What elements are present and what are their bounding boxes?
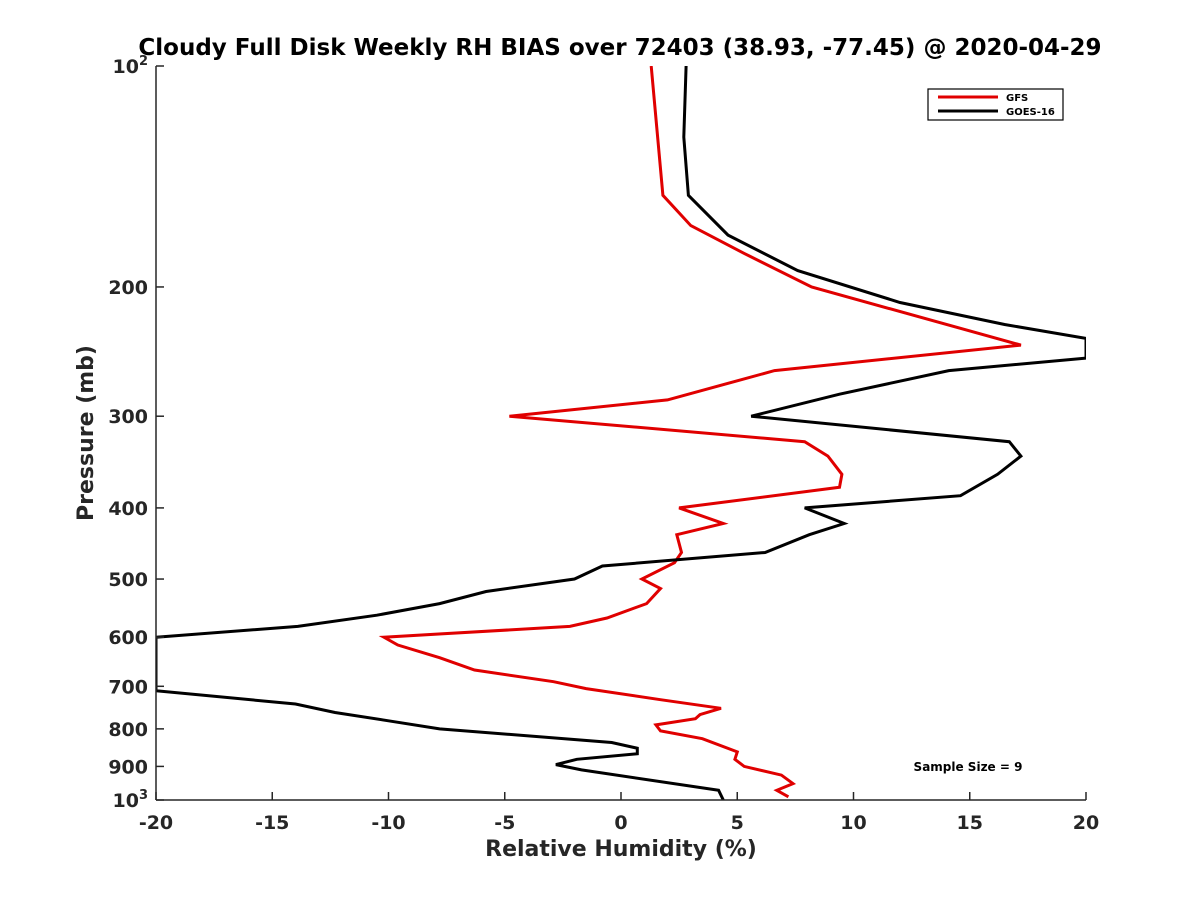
legend: GFS GOES-16 [927, 88, 1064, 121]
x-tick-label: 15 [957, 812, 983, 834]
y-tick-label: 600 [108, 627, 148, 649]
legend-box [927, 88, 1064, 121]
y-tick-label: 700 [108, 676, 148, 698]
x-tick-label: -15 [255, 812, 289, 834]
y-tick-label: 900 [108, 756, 148, 778]
y-tick-label: 200 [108, 277, 148, 299]
x-tick-label: 20 [1073, 812, 1099, 834]
x-tick-label: 10 [840, 812, 866, 834]
y-tick-label: 500 [108, 569, 148, 591]
x-tick-label: -20 [139, 812, 173, 834]
legend-label-gfs: GFS [1006, 93, 1028, 104]
y-tick-label: 300 [108, 406, 148, 428]
x-axis-label: Relative Humidity (%) [485, 837, 757, 862]
x-axis-ticks: -20 -15 -10 -5 0 5 10 15 20 [139, 792, 1099, 834]
x-tick-label: 0 [614, 812, 627, 834]
x-tick-label: -5 [494, 812, 515, 834]
x-tick-label: -10 [371, 812, 405, 834]
series-line-gfs [378, 66, 1022, 799]
plot-lines [156, 66, 1086, 800]
x-tick-label: 5 [731, 812, 744, 834]
chart-title: Cloudy Full Disk Weekly RH BIAS over 724… [138, 35, 1101, 61]
y-axis-label: Pressure (mb) [74, 345, 99, 521]
legend-label-goes-16: GOES-16 [1006, 107, 1055, 118]
sample-size-annotation: Sample Size = 9 [914, 760, 1023, 774]
y-tick-label: 400 [108, 498, 148, 520]
y-tick-label: 800 [108, 719, 148, 741]
series-line-goes-16 [156, 66, 1086, 800]
